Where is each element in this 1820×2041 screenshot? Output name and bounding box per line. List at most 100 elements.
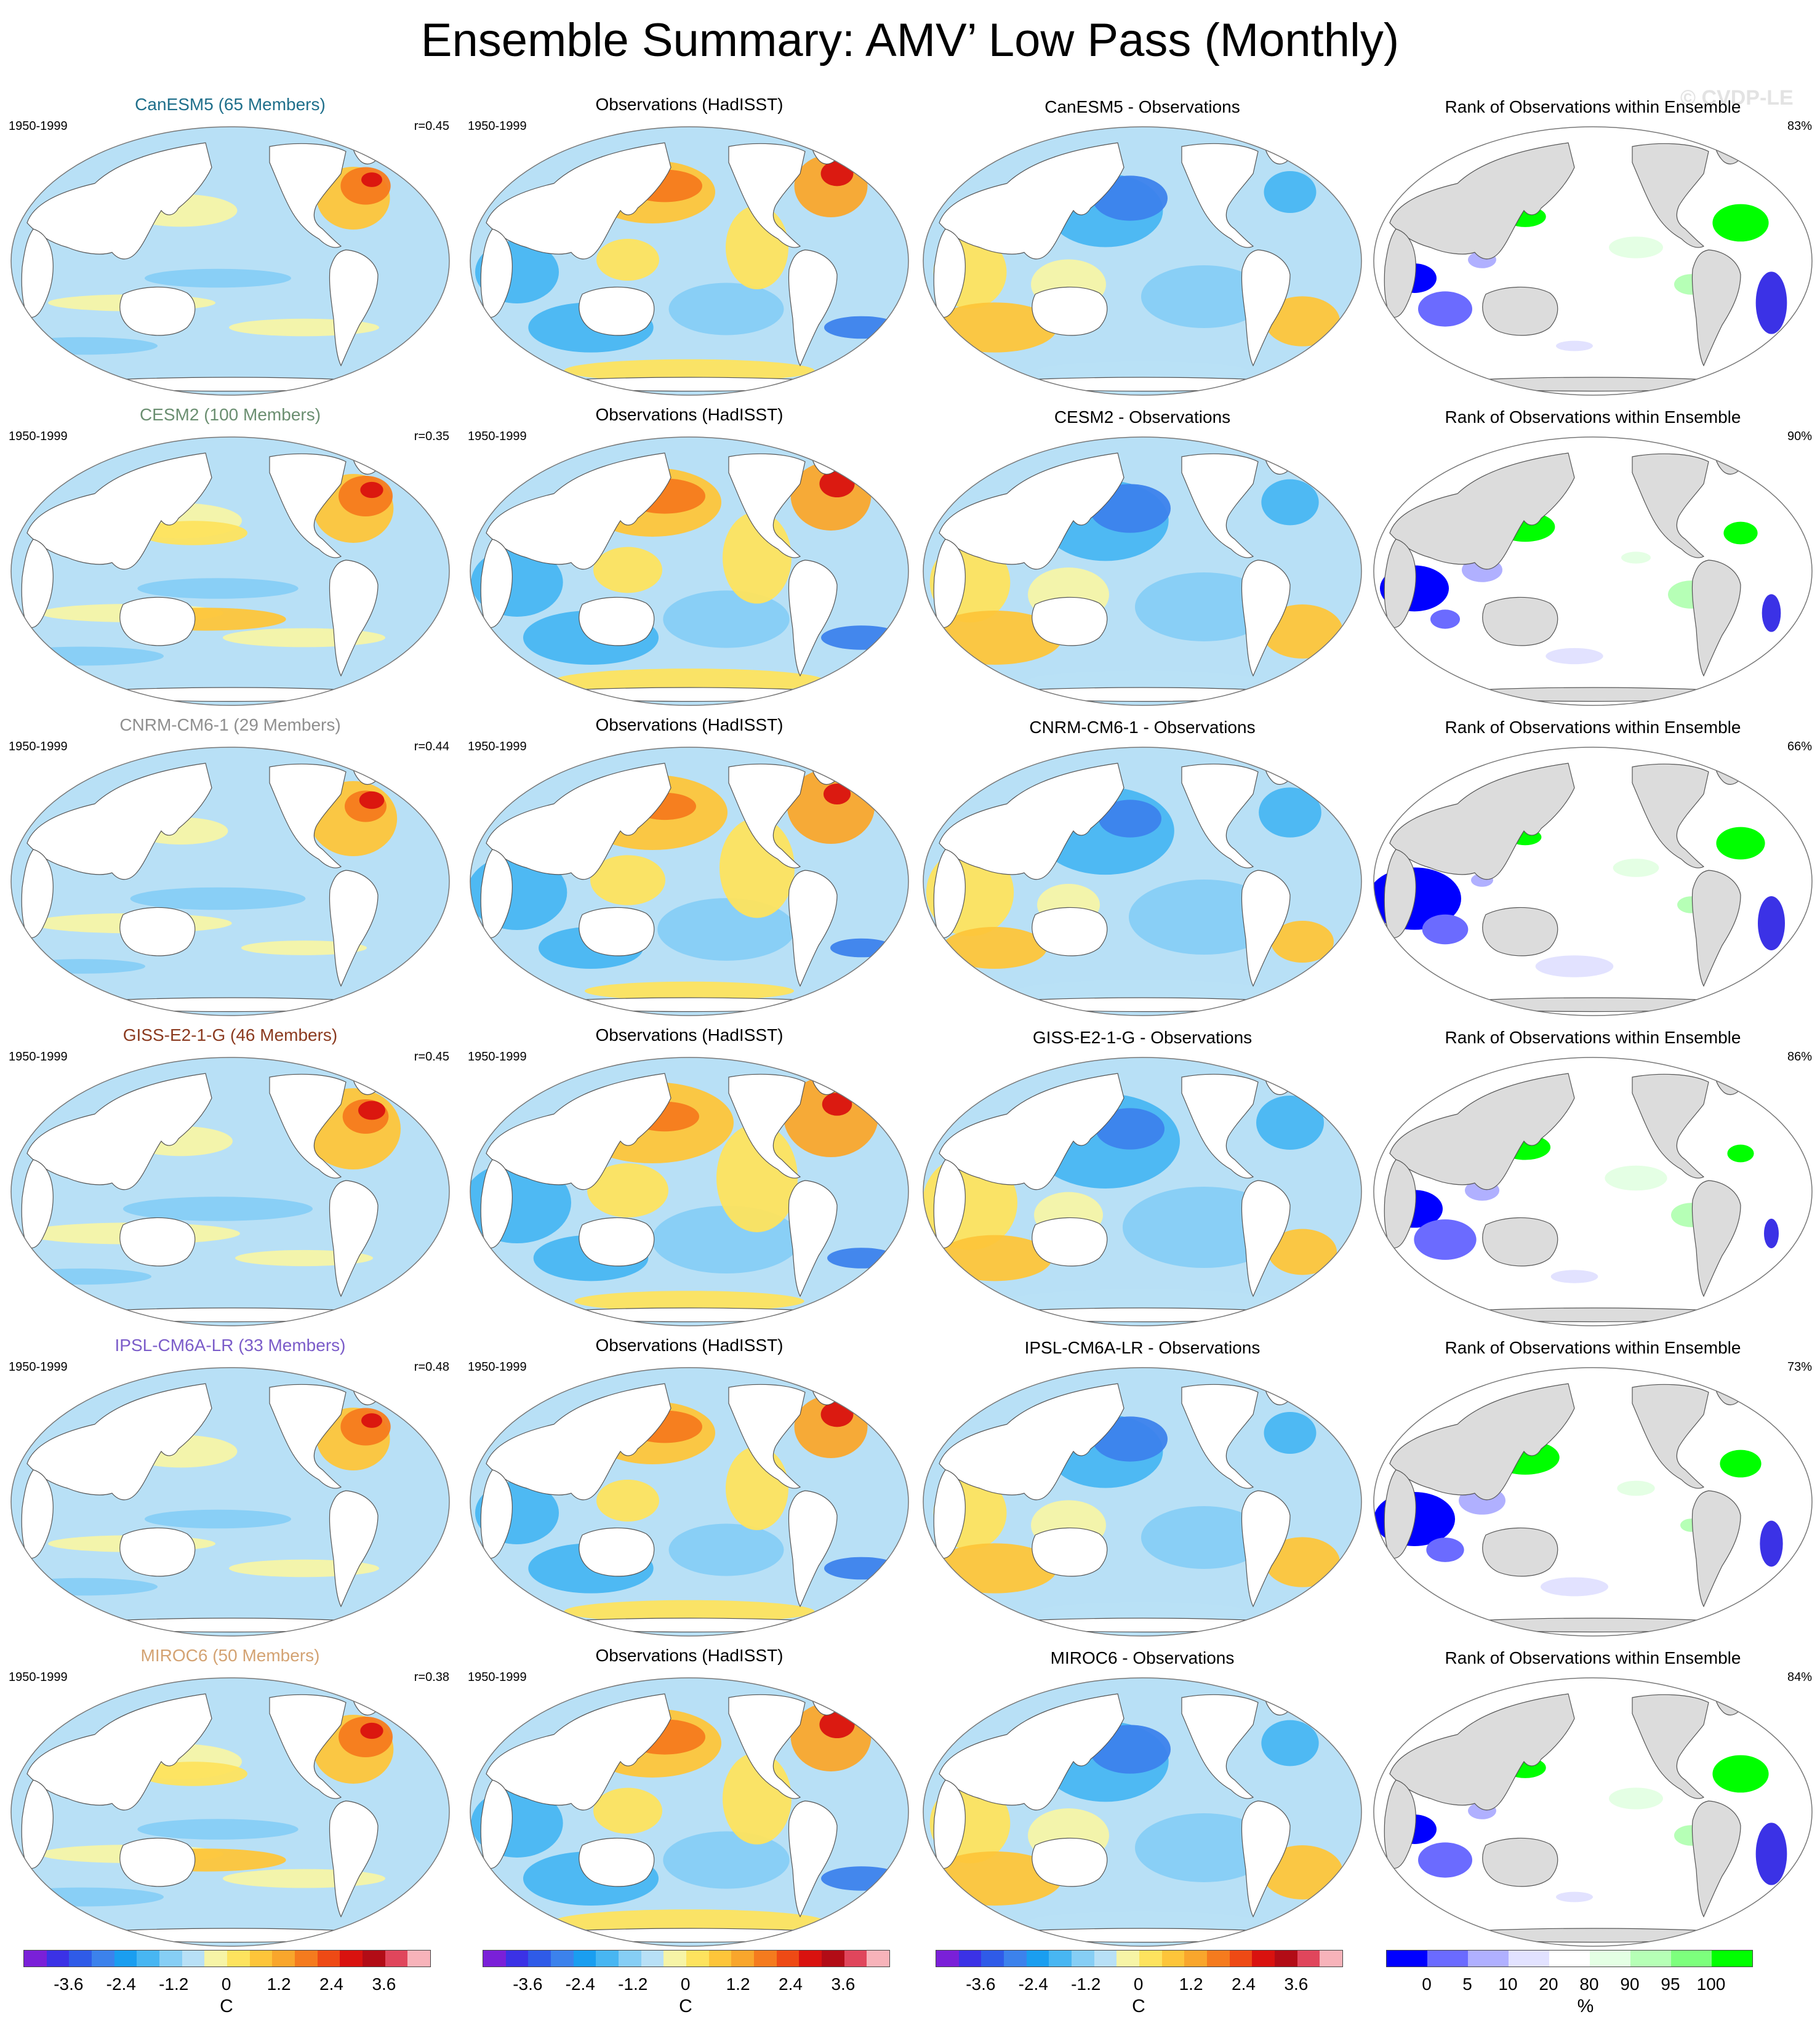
sst-anomaly-patch	[824, 316, 899, 339]
land-australia	[1032, 286, 1108, 336]
colorbar-tick-label: 2.4	[779, 1975, 803, 1994]
land-samerica	[1241, 870, 1291, 987]
sst-anomaly-patch	[1264, 1412, 1317, 1454]
land-antarctica	[526, 377, 852, 392]
rank-patch	[1605, 1165, 1667, 1191]
colorbar-swatch	[573, 1951, 596, 1967]
sst-anomaly-patch	[340, 1408, 391, 1446]
rank-patch	[1430, 609, 1460, 629]
pattern-correlation: r=0.45	[414, 1050, 449, 1064]
colorbar-swatch	[1161, 1951, 1185, 1967]
rank-patch	[1613, 859, 1659, 877]
land-australia	[579, 286, 655, 336]
land-antarctica	[1430, 1618, 1756, 1633]
sst-anomaly-patch	[720, 817, 795, 918]
obs-map	[470, 1677, 909, 1947]
land-australia	[579, 596, 655, 646]
land-australia	[1032, 907, 1108, 956]
sst-anomaly-patch	[1141, 1506, 1267, 1569]
sst-anomaly-patch	[1027, 1911, 1257, 1932]
rank-patch	[1550, 1270, 1598, 1283]
obs-panel: Observations (HadISST) 1950-1999	[464, 403, 915, 713]
land-africa	[933, 1469, 966, 1559]
row-6: MIROC6 (50 Members) 1950-1999 r=0.38 Observ…	[0, 1643, 1820, 1954]
colorbar-tick-label: 0	[680, 1975, 691, 1994]
sst-anomaly-patch	[14, 1268, 151, 1285]
land-namerica	[1632, 1694, 1709, 1799]
sst-anomaly-patch	[11, 646, 164, 666]
colorbar-rank: 0 5 10 20 80 90 95 100 %	[1386, 1950, 1753, 2041]
colorbar-swatch	[821, 1951, 844, 1967]
sst-anomaly-patch	[359, 791, 385, 809]
land-asia	[486, 1693, 671, 1811]
land-antarctica	[979, 1928, 1305, 1943]
land-africa	[1384, 849, 1416, 939]
colorbar-swatch	[69, 1951, 92, 1967]
land-samerica	[1691, 1180, 1741, 1297]
model-map	[10, 1367, 450, 1637]
land-africa	[933, 539, 966, 628]
rank-map	[1373, 1367, 1813, 1637]
rank-patch	[1727, 1144, 1754, 1163]
colorbar-obs-boxes	[483, 1950, 890, 1967]
rank-patch	[1418, 1842, 1472, 1878]
land-antarctica	[67, 1307, 393, 1323]
sst-anomaly-patch	[596, 1480, 659, 1522]
land-namerica	[1632, 453, 1709, 558]
colorbar-swatch	[505, 1951, 529, 1967]
diff-panel-title: CESM2 - Observations	[1054, 407, 1231, 427]
obs-map	[470, 1367, 909, 1637]
sst-anomaly-patch	[554, 1909, 825, 1934]
land-africa	[480, 539, 513, 628]
rank-patch	[1545, 648, 1603, 665]
colorbar-swatch	[641, 1951, 664, 1967]
land-namerica	[728, 1073, 806, 1179]
land-australia	[1032, 1837, 1108, 1887]
sst-anomaly-patch	[820, 1401, 854, 1427]
sst-anomaly-patch	[1261, 479, 1319, 526]
sst-anomaly-patch	[1265, 296, 1340, 347]
sst-anomaly-patch	[593, 547, 662, 593]
colorbar-obs: -3.6 -2.4 -1.2 0 1.2 2.4 3.6 C	[483, 1950, 890, 2041]
colorbar-tick-label: 20	[1539, 1975, 1558, 1994]
rank-patch	[1716, 827, 1765, 860]
rank-panel: Rank of Observations within Ensemble 73%	[1368, 1333, 1818, 1643]
colorbar-swatch	[1206, 1951, 1230, 1967]
sst-anomaly-patch	[137, 1819, 299, 1840]
sst-anomaly-patch	[1256, 1096, 1324, 1150]
colorbar-tick-label: 3.6	[831, 1975, 856, 1994]
land-samerica	[329, 870, 379, 987]
land-asia	[939, 1693, 1124, 1811]
land-antarctica	[979, 1307, 1305, 1323]
land-samerica	[1691, 1490, 1741, 1608]
colorbar-tick-label: 2.4	[1232, 1975, 1256, 1994]
colorbar-swatch	[1139, 1951, 1162, 1967]
row-2: CESM2 (100 Members) 1950-1999 r=0.35 Observ…	[0, 403, 1820, 713]
sst-anomaly-patch	[1141, 265, 1267, 328]
rank-patch	[1609, 1787, 1663, 1810]
sst-anomaly-patch	[564, 1600, 815, 1623]
sst-anomaly-patch	[668, 1523, 784, 1576]
model-panel-title: IPSL-CM6A-LR (33 Members)	[114, 1336, 346, 1355]
land-antarctica	[67, 997, 393, 1012]
colorbar-tick-label: 0	[221, 1975, 231, 1994]
land-antarctica	[526, 687, 852, 702]
sst-anomaly-patch	[1135, 1813, 1273, 1882]
rank-patch	[1617, 1480, 1655, 1496]
land-samerica	[1691, 870, 1741, 987]
land-australia	[579, 1837, 655, 1887]
globe-outline	[470, 1057, 909, 1326]
colorbar-tick-label: 5	[1462, 1975, 1472, 1994]
land-africa	[480, 849, 513, 939]
sst-anomaly-patch	[593, 1787, 662, 1834]
colorbar-swatch	[958, 1951, 982, 1967]
rank-patch	[1621, 551, 1651, 564]
sst-anomaly-patch	[663, 590, 790, 648]
land-africa	[480, 1779, 513, 1869]
obs-map	[470, 1057, 909, 1326]
period-label: 1950-1999	[468, 1050, 527, 1064]
sst-anomaly-patch	[942, 927, 1047, 969]
sst-anomaly-patch	[574, 1291, 804, 1312]
diff-panel-title: IPSL-CM6A-LR - Observations	[1024, 1338, 1261, 1357]
sst-anomaly-patch	[139, 521, 247, 545]
